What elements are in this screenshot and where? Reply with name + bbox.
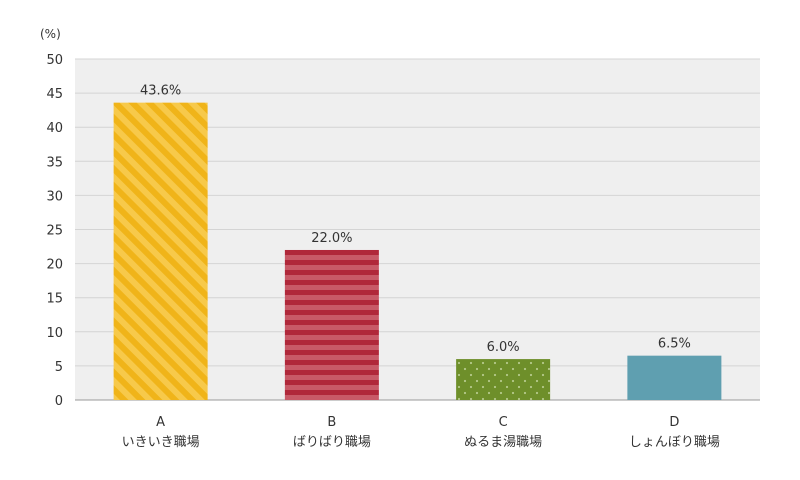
y-tick-label: 15 <box>46 292 63 307</box>
data-label: 6.0% <box>487 340 520 355</box>
data-label: 43.6% <box>140 84 181 99</box>
labels: 43.6% A いきいき職場 22.0% B ばりばり職場 6.0% C ぬるま湯職場 6.5% D… <box>122 84 720 450</box>
category-letter: A <box>156 415 165 430</box>
category-name: しょんぼり職場 <box>629 435 720 450</box>
y-axis: 0 5 10 15 20 25 30 35 40 45 50 <box>46 53 63 409</box>
y-tick-label: 10 <box>46 326 63 341</box>
bars <box>113 102 722 400</box>
y-tick-label: 20 <box>46 258 63 273</box>
bar-b <box>284 249 379 400</box>
category-name: いきいき職場 <box>122 435 200 450</box>
category-name: ばりばり職場 <box>293 435 371 450</box>
y-tick-label: 30 <box>46 189 63 204</box>
category-letter: D <box>669 415 679 430</box>
bar-d <box>627 355 722 400</box>
category-name: ぬるま湯職場 <box>464 435 542 450</box>
y-unit-label: (%) <box>40 27 61 41</box>
y-tick-label: 40 <box>46 121 63 136</box>
bar-c <box>456 359 551 400</box>
data-label: 22.0% <box>311 231 352 246</box>
y-tick-label: 50 <box>46 53 63 68</box>
y-tick-label: 5 <box>55 360 63 375</box>
category-letter: B <box>327 415 336 430</box>
y-tick-label: 35 <box>46 155 63 170</box>
category-letter: C <box>499 415 508 430</box>
y-tick-label: 0 <box>55 394 63 409</box>
y-tick-label: 45 <box>46 87 63 102</box>
y-tick-label: 25 <box>46 224 63 239</box>
data-label: 6.5% <box>658 337 691 352</box>
bar-a <box>113 102 208 400</box>
